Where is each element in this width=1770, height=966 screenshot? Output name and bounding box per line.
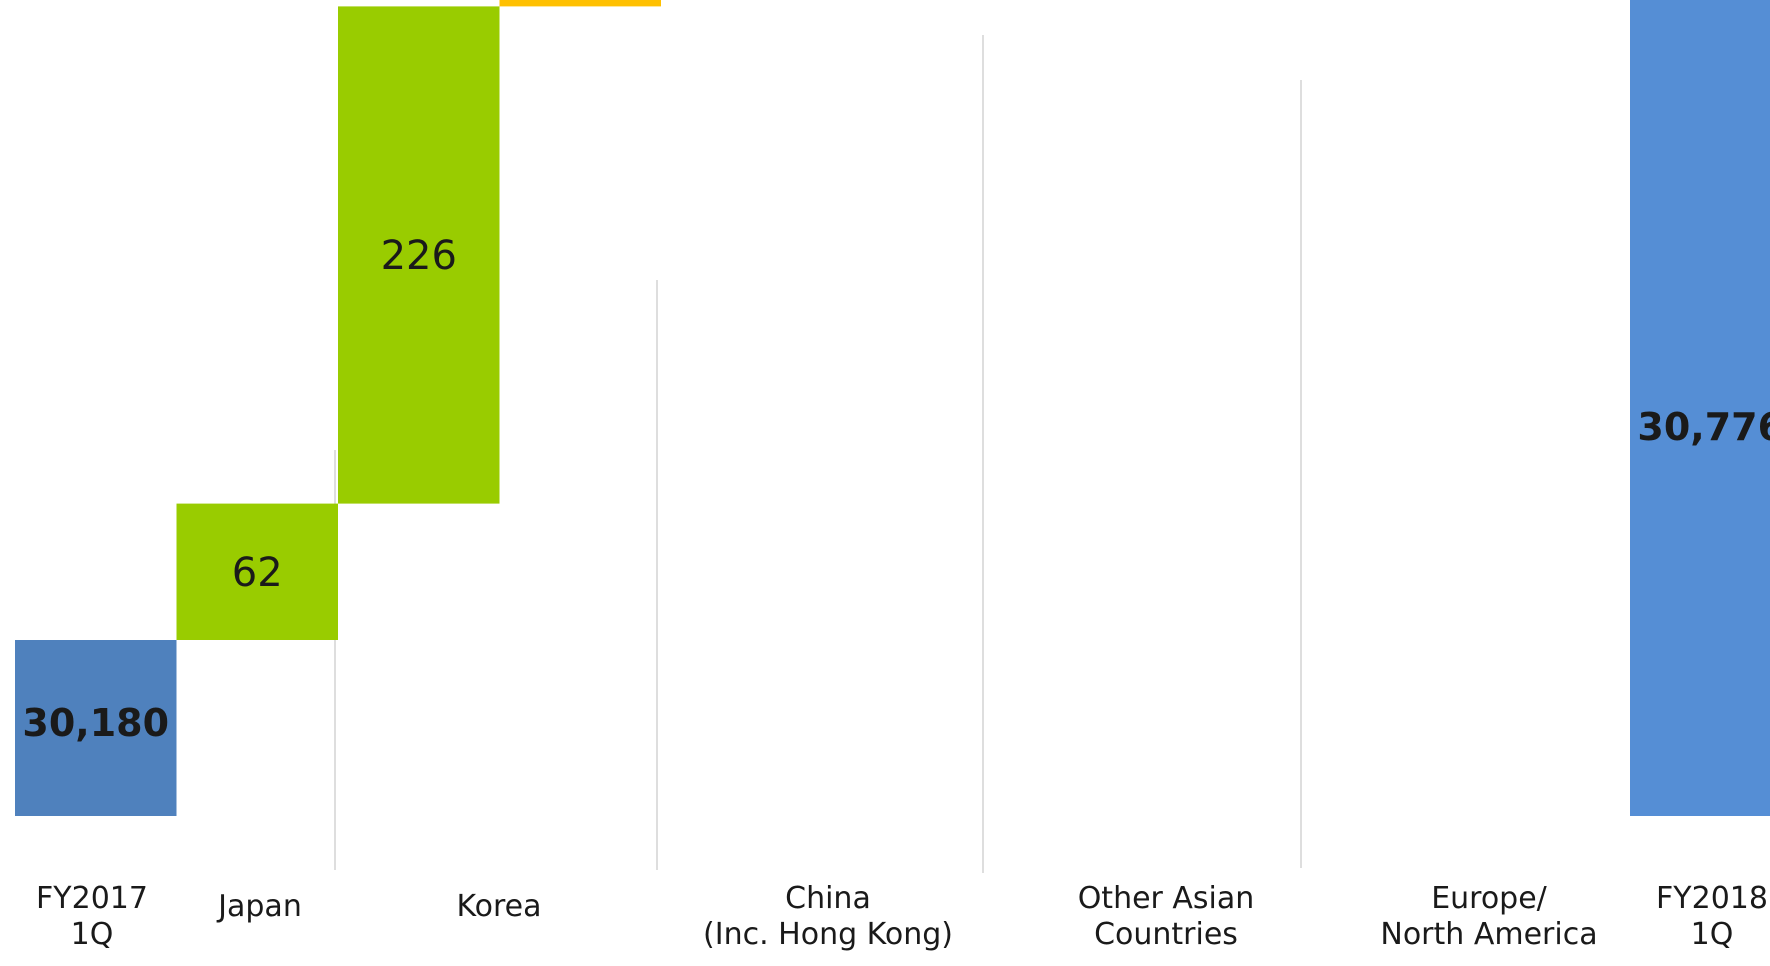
value-label-3: 226 [381, 233, 457, 279]
bar-11-total [1630, 0, 1770, 816]
category-label-1-line-1: FY2017 [36, 881, 148, 916]
category-label-6-line-2: North America [1380, 917, 1597, 952]
value-label-2: 62 [232, 550, 283, 596]
value-label-1: 30,180 [22, 701, 169, 745]
bar-4 [499, 0, 661, 7]
bar-1-total [15, 640, 177, 816]
category-label-1-line-2: 1Q [71, 917, 114, 952]
bar-3 [338, 6, 500, 504]
bar-2 [176, 503, 338, 640]
category-label-4-line-2: (Inc. Hong Kong) [703, 917, 953, 952]
value-label-11: 30,776 [1637, 405, 1770, 449]
category-label-3-line-1: Korea [456, 889, 541, 924]
category-label-7-line-2: 1Q [1691, 917, 1734, 952]
category-label-7-line-1: FY2018 [1656, 881, 1768, 916]
category-label-2-line-1: Japan [216, 889, 302, 924]
group-separators [334, 35, 1302, 873]
category-label-4-line-1: China [785, 881, 871, 916]
category-label-5-line-1: Other Asian [1078, 881, 1255, 916]
category-label-6-line-1: Europe/ [1431, 881, 1547, 916]
bars-layer [15, 0, 1770, 816]
category-label-5-line-2: Countries [1094, 917, 1238, 952]
value-labels-layer: 30,18062226225107▲15153▲593130,776 [22, 233, 1770, 745]
